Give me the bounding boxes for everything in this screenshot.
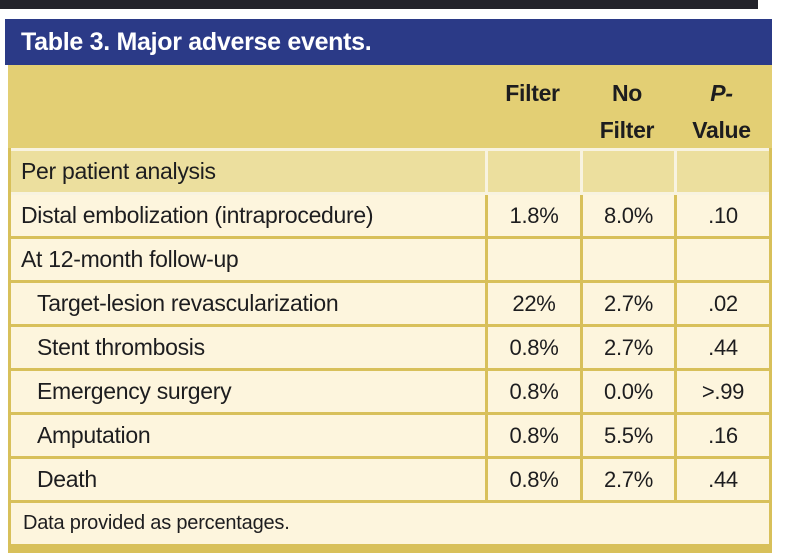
- cell-no-filter-value: 2.7%: [580, 327, 674, 368]
- col-header-p-value: P- Value: [674, 65, 769, 148]
- top-rule: [0, 0, 758, 9]
- col-header-filter-label: Filter: [505, 80, 560, 106]
- cell-p-value: >.99: [674, 371, 769, 412]
- table-row-distal-embolization: Distal embolization (intraprocedure) 1.8…: [11, 192, 769, 236]
- cell-p-value: .44: [674, 459, 769, 500]
- cell-no-filter-value: [580, 239, 674, 280]
- cell-p-value: [674, 151, 769, 192]
- row-label: Distal embolization (intraprocedure): [21, 202, 374, 228]
- cell-no-filter-value: 2.7%: [580, 459, 674, 500]
- table-row-emergency-surgery: Emergency surgery 0.8% 0.0% >.99: [11, 368, 769, 412]
- table-row-stent-thrombosis: Stent thrombosis 0.8% 2.7% .44: [11, 324, 769, 368]
- row-label: Stent thrombosis: [37, 334, 205, 360]
- table-body: Per patient analysis Distal embolization…: [8, 148, 772, 544]
- cell-filter-value: [485, 151, 580, 192]
- cell-filter-value: 0.8%: [485, 371, 580, 412]
- cell-filter-value: 0.8%: [485, 415, 580, 456]
- cell-filter-value: [485, 239, 580, 280]
- cell-no-filter-value: 2.7%: [580, 283, 674, 324]
- cell-no-filter-value: 5.5%: [580, 415, 674, 456]
- footnote-text: Data provided as percentages.: [23, 512, 290, 534]
- row-label: Amputation: [37, 422, 151, 448]
- row-label: Per patient analysis: [21, 158, 216, 184]
- table-row-amputation: Amputation 0.8% 5.5% .16: [11, 412, 769, 456]
- cell-filter-value: 0.8%: [485, 459, 580, 500]
- table-title: Table 3. Major adverse events.: [21, 27, 372, 56]
- cell-no-filter-value: [580, 151, 674, 192]
- col-header-p-value-line1: P-: [710, 80, 733, 106]
- cell-p-value: .16: [674, 415, 769, 456]
- cell-no-filter-value: 0.0%: [580, 371, 674, 412]
- cell-filter-value: 1.8%: [485, 195, 580, 236]
- table-title-bar: Table 3. Major adverse events.: [5, 19, 772, 65]
- row-label: Target-lesion revascularization: [37, 290, 339, 316]
- col-header-p-value-line2: Value: [692, 117, 751, 143]
- col-header-no-filter-line1: No: [611, 80, 643, 106]
- col-header-no-filter: No Filter: [580, 65, 674, 148]
- cell-p-value: [674, 239, 769, 280]
- col-header-no-filter-line2: Filter: [599, 117, 655, 143]
- cell-p-value: .44: [674, 327, 769, 368]
- adverse-events-table: Filter No Filter P- Value Per patient an…: [8, 65, 772, 553]
- table-row-target-lesion-revascularization: Target-lesion revascularization 22% 2.7%…: [11, 280, 769, 324]
- cell-p-value: .10: [674, 195, 769, 236]
- cell-p-value: .02: [674, 283, 769, 324]
- table-row-section-12-month: At 12-month follow-up: [11, 236, 769, 280]
- row-label: Emergency surgery: [37, 378, 232, 404]
- cell-filter-value: 0.8%: [485, 327, 580, 368]
- col-header-empty: [8, 65, 485, 148]
- bottom-rule: [8, 544, 772, 553]
- row-label: Death: [37, 466, 97, 492]
- table-row-death: Death 0.8% 2.7% .44: [11, 456, 769, 500]
- cell-filter-value: 22%: [485, 283, 580, 324]
- cell-no-filter-value: 8.0%: [580, 195, 674, 236]
- row-label: At 12-month follow-up: [21, 246, 239, 272]
- table-row-section-per-patient: Per patient analysis: [11, 148, 769, 192]
- table-header-row: Filter No Filter P- Value: [8, 65, 772, 148]
- col-header-filter: Filter: [485, 65, 580, 148]
- table-footnote: Data provided as percentages.: [11, 500, 769, 544]
